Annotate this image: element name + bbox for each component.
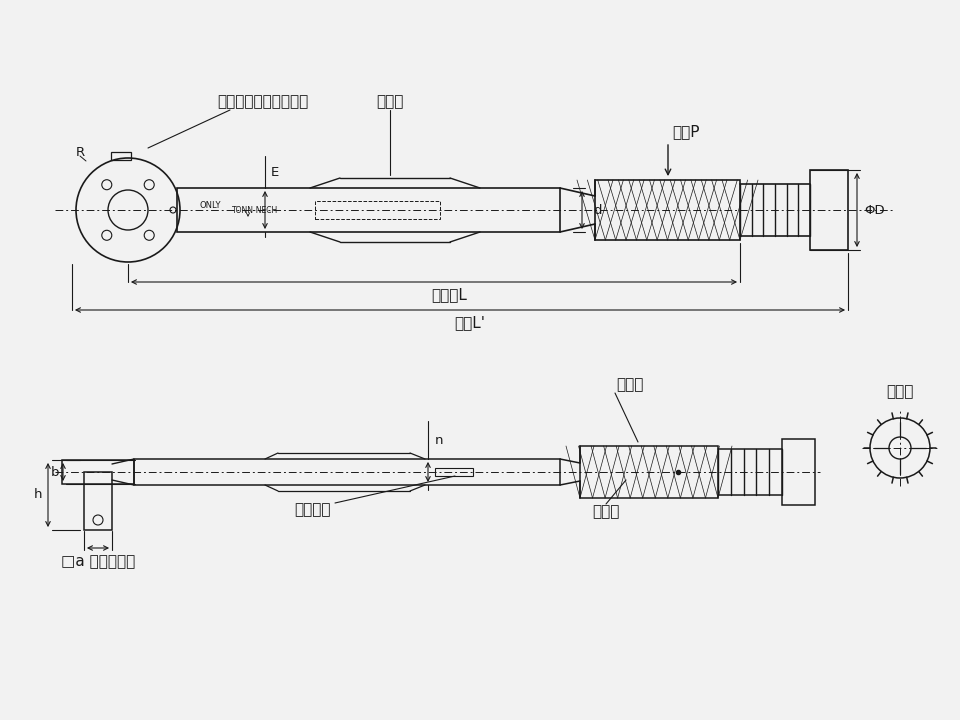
Text: n: n <box>435 433 444 446</box>
Text: ロッカ: ロッカ <box>886 384 914 400</box>
Text: □a 角ドライブ: □a 角ドライブ <box>60 554 135 570</box>
Bar <box>580 446 718 498</box>
Text: 主目盛: 主目盛 <box>592 505 620 520</box>
Text: 全長L': 全長L' <box>454 315 486 330</box>
Bar <box>177 188 560 232</box>
Text: 型式名: 型式名 <box>376 94 404 109</box>
Bar <box>595 180 740 240</box>
Bar <box>62 460 134 484</box>
Text: 有効長L: 有効長L <box>431 287 467 302</box>
Text: TONN-NECH: TONN-NECH <box>232 205 278 215</box>
Bar <box>315 201 440 219</box>
Text: 製造番号: 製造番号 <box>294 503 330 518</box>
Text: ラチェット切替レバー: ラチェット切替レバー <box>217 94 308 109</box>
Text: 手力P: 手力P <box>672 125 700 140</box>
Bar <box>810 170 848 250</box>
Text: ΦD: ΦD <box>864 204 884 217</box>
Text: E: E <box>271 166 279 179</box>
Text: b: b <box>51 466 60 479</box>
Text: 副目盛: 副目盛 <box>616 377 644 392</box>
Bar <box>435 468 473 476</box>
Text: ONLY: ONLY <box>200 200 221 210</box>
Bar <box>134 459 560 485</box>
Text: h: h <box>34 488 42 502</box>
Bar <box>782 439 815 505</box>
Text: R: R <box>76 145 84 158</box>
Text: d: d <box>593 204 602 217</box>
Bar <box>84 472 112 530</box>
